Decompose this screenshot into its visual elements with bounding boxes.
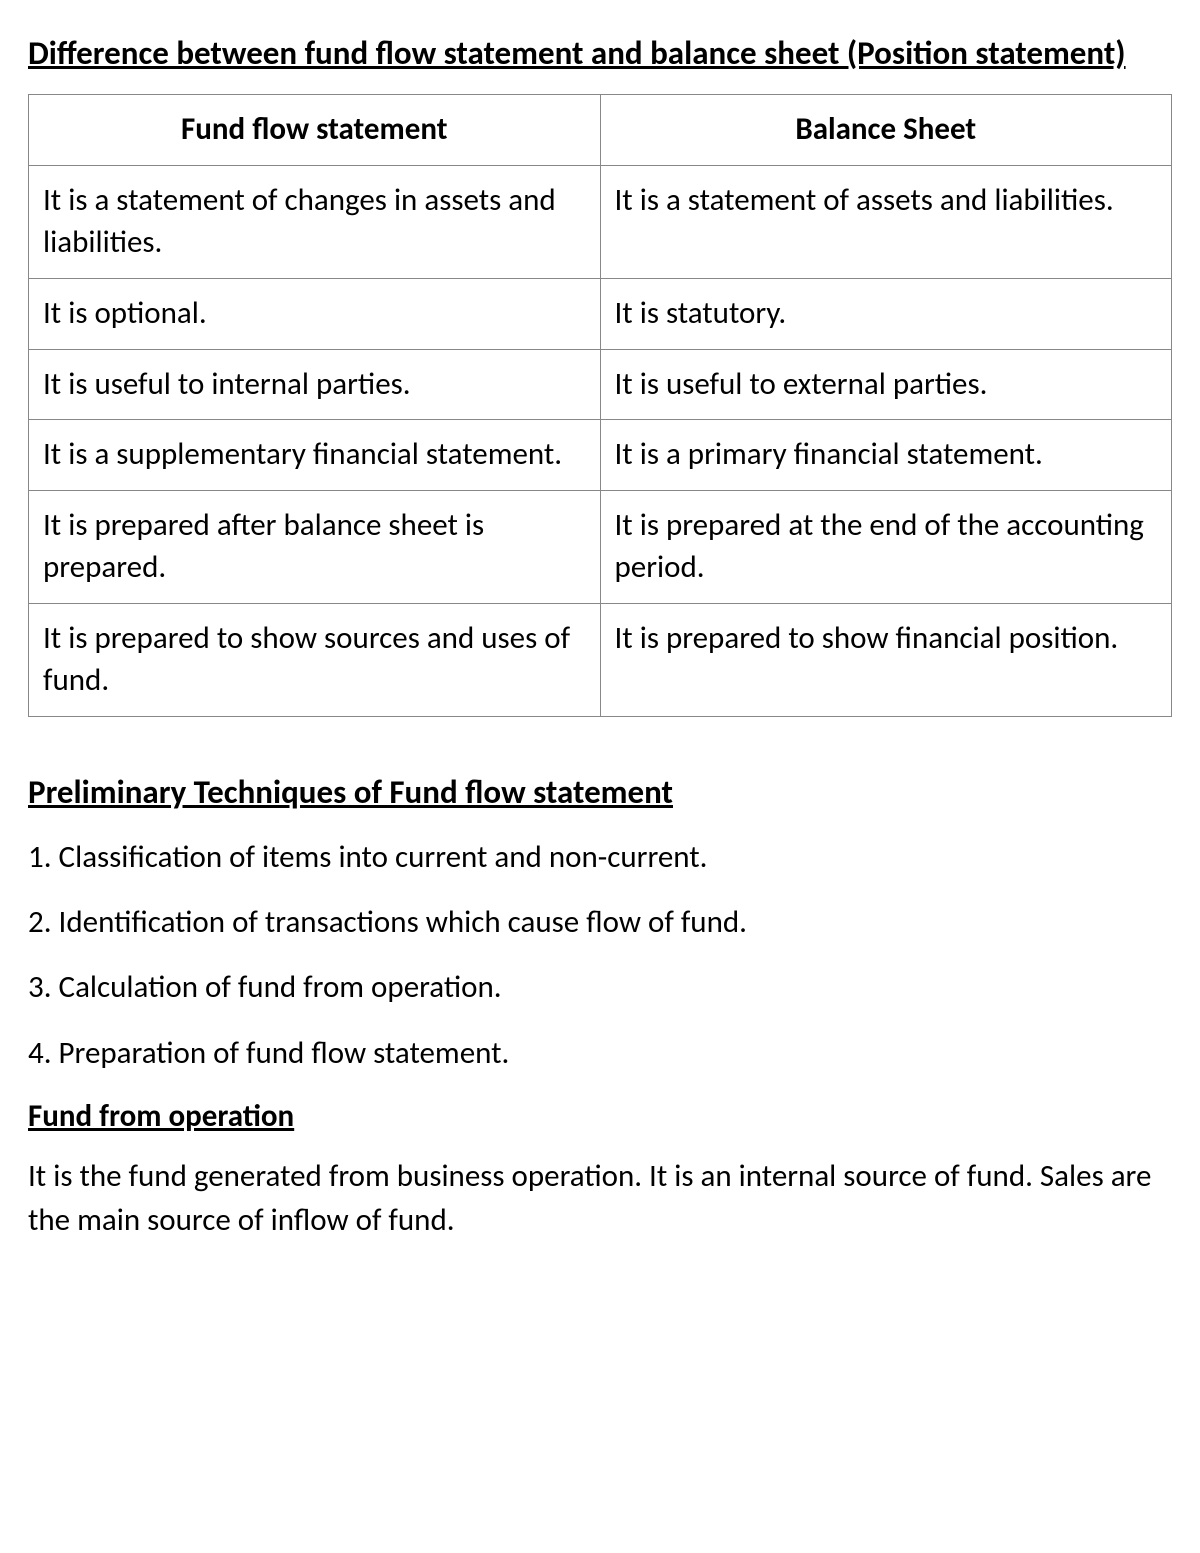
table-cell-left: It is a supplementary financial statemen… (29, 420, 601, 491)
sub-heading-fund-operation: Fund from operation (28, 1097, 1172, 1135)
table-cell-right: It is a primary financial statement. (600, 420, 1172, 491)
table-header-left: Fund flow statement (29, 95, 601, 166)
table-cell-right: It is prepared to show financial positio… (600, 603, 1172, 716)
table-row: It is a supplementary financial statemen… (29, 420, 1172, 491)
comparison-table: Fund flow statement Balance Sheet It is … (28, 94, 1172, 716)
table-row: It is optional. It is statutory. (29, 278, 1172, 349)
table-cell-left: It is prepared after balance sheet is pr… (29, 491, 601, 604)
table-cell-right: It is prepared at the end of the account… (600, 491, 1172, 604)
table-row: It is a statement of changes in assets a… (29, 166, 1172, 279)
table-row: It is prepared to show sources and uses … (29, 603, 1172, 716)
table-header-row: Fund flow statement Balance Sheet (29, 95, 1172, 166)
table-header-right: Balance Sheet (600, 95, 1172, 166)
section-heading-techniques: Preliminary Techniques of Fund flow stat… (28, 772, 1172, 812)
table-cell-left: It is prepared to show sources and uses … (29, 603, 601, 716)
table-row: It is prepared after balance sheet is pr… (29, 491, 1172, 604)
table-cell-left: It is useful to internal parties. (29, 349, 601, 420)
table-cell-left: It is optional. (29, 278, 601, 349)
table-cell-right: It is statutory. (600, 278, 1172, 349)
table-cell-right: It is a statement of assets and liabilit… (600, 166, 1172, 279)
technique-item: 2. Identification of transactions which … (28, 901, 1172, 944)
fund-operation-paragraph: It is the fund generated from business o… (28, 1155, 1172, 1242)
technique-item: 4. Preparation of fund flow statement. (28, 1032, 1172, 1075)
technique-item: 3. Calculation of fund from operation. (28, 966, 1172, 1009)
table-cell-left: It is a statement of changes in assets a… (29, 166, 601, 279)
main-heading: Difference between fund flow statement a… (28, 30, 1172, 76)
table-row: It is useful to internal parties. It is … (29, 349, 1172, 420)
technique-item: 1. Classification of items into current … (28, 836, 1172, 879)
table-cell-right: It is useful to external parties. (600, 349, 1172, 420)
